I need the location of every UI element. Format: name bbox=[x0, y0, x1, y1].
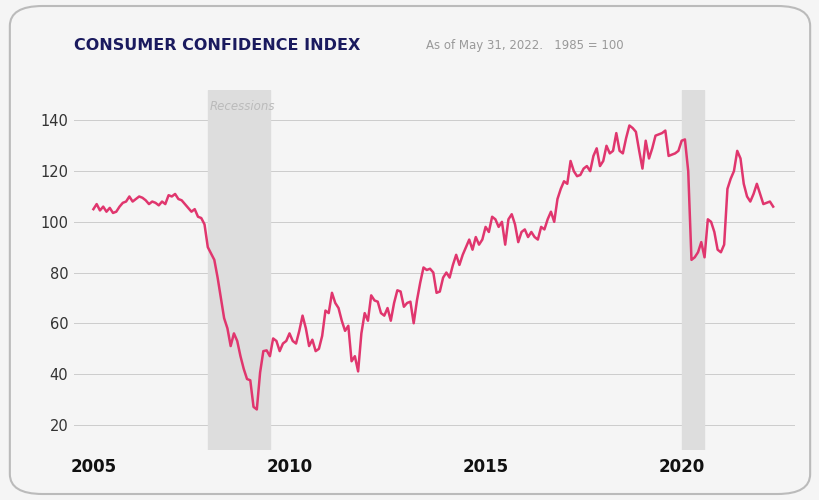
Text: Recessions: Recessions bbox=[210, 100, 275, 113]
Text: CONSUMER CONFIDENCE INDEX: CONSUMER CONFIDENCE INDEX bbox=[74, 38, 360, 52]
Bar bbox=[207, 90, 269, 450]
Text: As of May 31, 2022.   1985 = 100: As of May 31, 2022. 1985 = 100 bbox=[426, 40, 623, 52]
Bar bbox=[681, 90, 704, 450]
